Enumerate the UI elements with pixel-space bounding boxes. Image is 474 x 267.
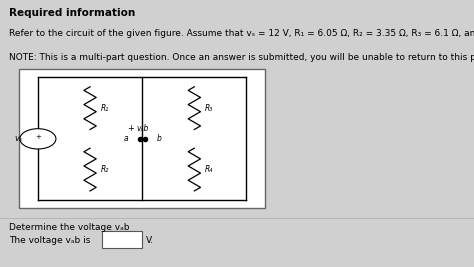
Text: +: + (127, 124, 134, 133)
Text: vₐb: vₐb (136, 124, 148, 133)
Text: Required information: Required information (9, 8, 136, 18)
Text: NOTE: This is a multi-part question. Once an answer is submitted, you will be un: NOTE: This is a multi-part question. Onc… (9, 53, 474, 62)
Text: R₃: R₃ (205, 104, 213, 113)
Text: Refer to the circuit of the given figure. Assume that vₛ = 12 V, R₁ = 6.05 Ω, R₂: Refer to the circuit of the given figure… (9, 29, 474, 38)
Text: -: - (143, 134, 146, 144)
Text: The voltage vₐb is: The voltage vₐb is (9, 236, 91, 245)
Text: V.: V. (146, 236, 154, 245)
Text: a: a (123, 134, 128, 143)
Text: R₁: R₁ (100, 104, 109, 113)
FancyBboxPatch shape (19, 69, 265, 208)
Text: vₛ: vₛ (14, 134, 22, 143)
Text: b: b (156, 134, 161, 143)
Circle shape (20, 129, 56, 149)
Text: +: + (35, 134, 41, 140)
Text: Determine the voltage vₐb: Determine the voltage vₐb (9, 223, 130, 232)
Text: R₂: R₂ (100, 165, 109, 174)
FancyBboxPatch shape (102, 231, 142, 248)
Text: R₄: R₄ (205, 165, 213, 174)
